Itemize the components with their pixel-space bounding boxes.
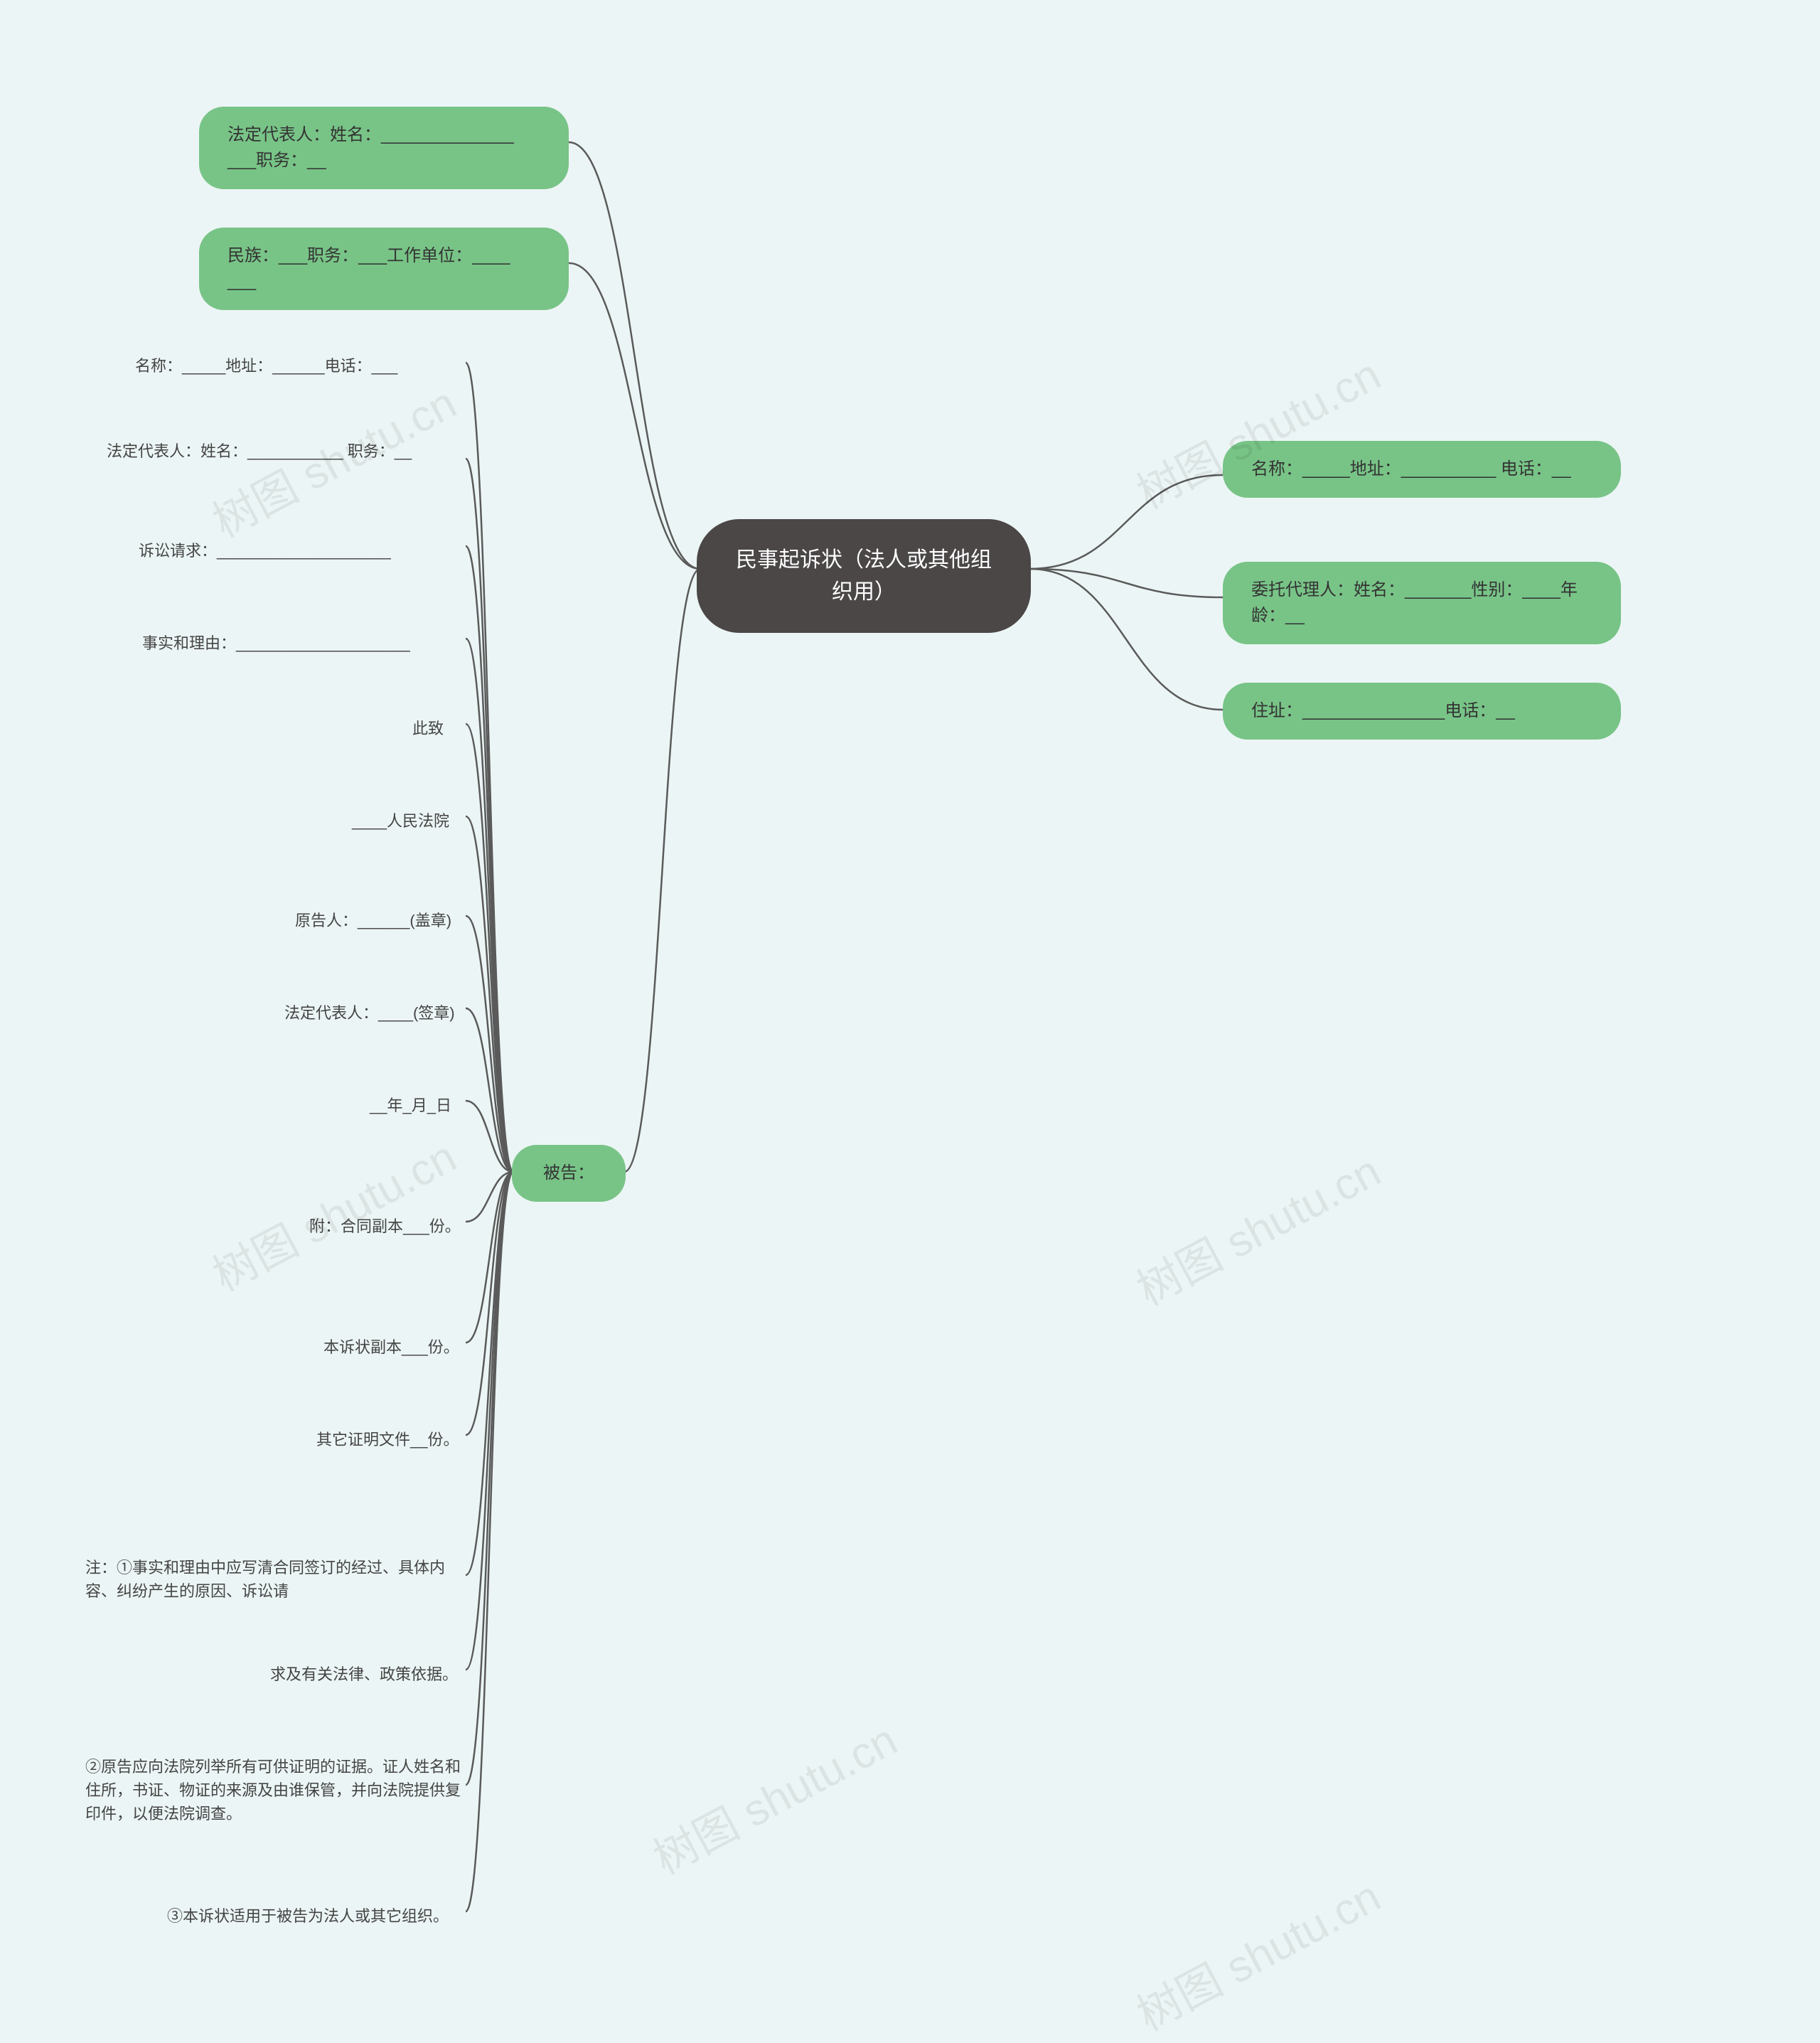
leaf-plaintiff-seal: 原告人：______(盖章): [295, 903, 451, 938]
leaf-note-1: 注：①事实和理由中应写清合同签订的经过、具体内容、纠纷产生的原因、诉讼请: [85, 1550, 469, 1609]
leaf-name-addr: 名称：_____地址：______电话：___: [135, 348, 397, 383]
leaf-legal-rep-seal: 法定代表人：____(签章): [284, 996, 455, 1030]
watermark: 树图 shutu.cn: [641, 1705, 906, 1887]
leaf-label: __年_月_日: [370, 1097, 451, 1114]
leaf-label: 其它证明文件__份。: [316, 1431, 459, 1449]
node-label: 民族：___职务：___工作单位：____ ___: [228, 246, 510, 291]
leaf-label: 法定代表人：____(签章): [284, 1004, 455, 1022]
node-label: 委托代理人：姓名：_______性别：____年龄：__: [1251, 580, 1578, 625]
leaf-label: 诉讼请求：____________________: [139, 542, 391, 560]
leaf-note-3: ③本诉状适用于被告为法人或其它组织。: [167, 1899, 449, 1933]
leaf-label: 此致: [412, 720, 444, 737]
leaf-attach-copy: 本诉状副本___份。: [323, 1330, 459, 1365]
leaf-label: 附：合同副本___份。: [309, 1217, 461, 1235]
leaf-label: ____人民法院: [352, 812, 449, 830]
node-agent: 委托代理人：姓名：_______性别：____年龄：__: [1223, 562, 1621, 644]
leaf-label: ③本诉状适用于被告为法人或其它组织。: [167, 1907, 449, 1925]
leaf-legal-rep-2: 法定代表人：姓名：___________ 职务：__: [107, 434, 412, 469]
leaf-label: ②原告应向法院列举所有可供证明的证据。证人姓名和住所，书证、物证的来源及由谁保管…: [85, 1758, 461, 1823]
leaf-label: 求及有关法律、政策依据。: [270, 1665, 458, 1683]
leaf-court: ____人民法院: [352, 804, 449, 838]
watermark: 树图 shutu.cn: [1124, 1861, 1390, 2043]
leaf-label: 名称：_____地址：______电话：___: [135, 357, 397, 375]
node-label: 法定代表人：姓名：______________ ___职务：__: [228, 125, 514, 170]
leaf-claim: 诉讼请求：____________________: [139, 533, 391, 568]
leaf-label: 事实和理由：____________________: [142, 634, 410, 652]
node-legal-rep-1: 法定代表人：姓名：______________ ___职务：__: [199, 107, 569, 189]
root-label: 民事起诉状（法人或其他组织用）: [736, 548, 992, 604]
leaf-date: __年_月_日: [370, 1088, 451, 1123]
leaf-label: 注：①事实和理由中应写清合同签订的经过、具体内容、纠纷产生的原因、诉讼请: [85, 1559, 445, 1600]
leaf-attach-other: 其它证明文件__份。: [316, 1422, 459, 1457]
leaf-label: 法定代表人：姓名：___________ 职务：__: [107, 442, 412, 460]
node-ethnic-job: 民族：___职务：___工作单位：____ ___: [199, 228, 569, 310]
leaf-label: 本诉状副本___份。: [323, 1338, 459, 1356]
leaf-label: 原告人：______(盖章): [295, 912, 451, 929]
node-label: 住址：_______________电话：__: [1251, 701, 1515, 720]
node-address-phone: 住址：_______________电话：__: [1223, 683, 1621, 740]
node-label: 被告：: [543, 1163, 594, 1183]
leaf-cizhi: 此致: [412, 711, 444, 746]
watermark: 树图 shutu.cn: [1124, 1136, 1390, 1318]
leaf-facts: 事实和理由：____________________: [142, 626, 410, 661]
node-defendant: 被告：: [512, 1145, 626, 1202]
leaf-note-2: ②原告应向法院列举所有可供证明的证据。证人姓名和住所，书证、物证的来源及由谁保管…: [85, 1749, 469, 1831]
leaf-note-1b: 求及有关法律、政策依据。: [270, 1657, 458, 1692]
node-label: 名称：_____地址：__________ 电话：__: [1251, 459, 1571, 479]
root-node: 民事起诉状（法人或其他组织用）: [697, 519, 1031, 633]
leaf-attach-contract: 附：合同副本___份。: [309, 1209, 461, 1244]
node-name-addr-phone: 名称：_____地址：__________ 电话：__: [1223, 441, 1621, 498]
